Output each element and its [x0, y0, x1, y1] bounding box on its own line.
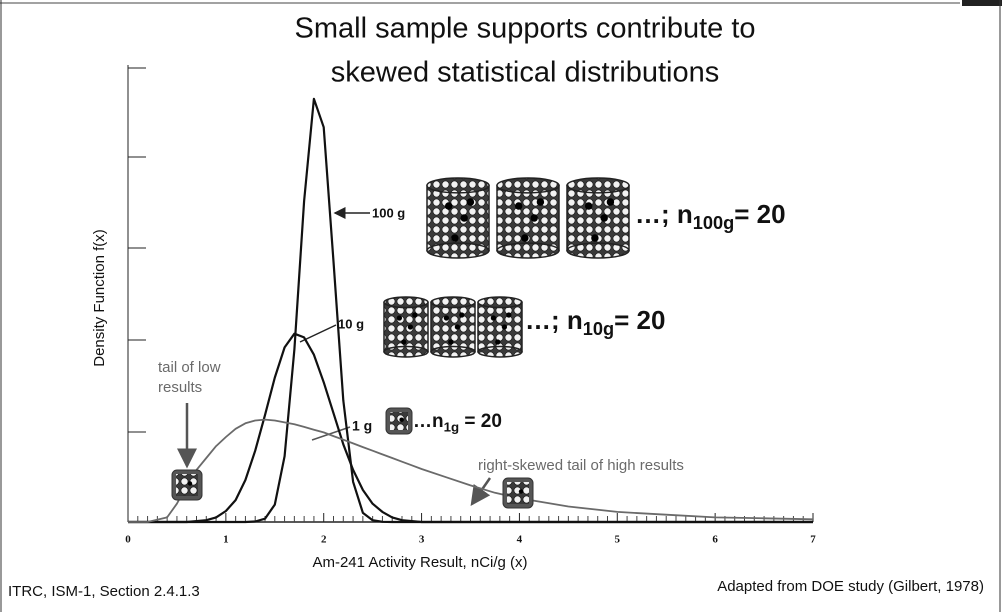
- cylinder-body: [496, 184, 560, 252]
- curve-label: 1 g: [352, 418, 372, 434]
- x-tick-label: 6: [712, 534, 718, 546]
- cylinder-body: [430, 301, 476, 353]
- contaminant-particle: [444, 202, 453, 210]
- cylinder-bottom: [383, 345, 429, 358]
- annotation: right-skewed tail of high results: [478, 457, 684, 474]
- contaminant-particle: [584, 202, 593, 210]
- label-text: …; n: [525, 305, 583, 335]
- contaminant-particle: [521, 234, 529, 242]
- top-block: [962, 0, 1002, 6]
- contaminant-particle: [518, 489, 524, 494]
- label-text: = 20: [614, 305, 665, 335]
- title: skewed statistical distributions: [331, 57, 719, 89]
- contaminant-particle: [399, 417, 404, 422]
- chip-inner: [390, 412, 408, 430]
- cylinder-top: [426, 177, 490, 194]
- sample-cylinder: [426, 177, 490, 259]
- contaminant-particle: [407, 324, 414, 330]
- contaminant-particle: [454, 324, 461, 330]
- chip-inner: [176, 474, 198, 496]
- cylinder-body: [477, 301, 523, 353]
- contaminant-particle: [460, 214, 468, 222]
- sample-cylinder: [496, 177, 560, 259]
- label-subscript: 1g: [444, 419, 460, 434]
- contaminant-particle: [187, 481, 193, 486]
- label-subscript: 10g: [583, 319, 614, 339]
- label-text: …n: [413, 411, 444, 432]
- footer-right: Adapted from DOE study (Gilbert, 1978): [717, 578, 984, 595]
- cylinder-top: [383, 296, 429, 309]
- contaminant-particle: [448, 339, 454, 345]
- x-tick-label: 3: [419, 534, 425, 546]
- contaminant-particle: [490, 315, 497, 321]
- annotation: tail of low: [158, 359, 221, 376]
- x-tick-label: 5: [615, 534, 621, 546]
- sample-chip: [385, 407, 413, 435]
- footer-left: ITRC, ISM-1, Section 2.4.1.3: [8, 583, 200, 600]
- sample-count-label: …; n100g= 20: [635, 199, 786, 233]
- sample-cylinder: [566, 177, 630, 259]
- sample-count-label: …n1g = 20: [413, 411, 502, 434]
- title: Small sample supports contribute to: [295, 13, 756, 45]
- cylinder-top: [566, 177, 630, 194]
- label-subscript: 100g: [693, 213, 734, 233]
- cylinder-body: [383, 301, 429, 353]
- contaminant-particle: [451, 234, 459, 242]
- label-text: = 20: [734, 199, 785, 229]
- label-line: [311, 426, 351, 441]
- sample-chip: [171, 469, 203, 501]
- cylinder-top: [496, 177, 560, 194]
- cylinder-top: [430, 296, 476, 309]
- contaminant-particle: [495, 339, 501, 345]
- contaminant-particle: [506, 312, 512, 318]
- contaminant-particle: [401, 339, 407, 345]
- contaminant-particle: [501, 324, 508, 330]
- contaminant-particle: [591, 234, 599, 242]
- cylinder-top: [477, 296, 523, 309]
- tail-arrow: [470, 477, 492, 507]
- y-axis-label: Density Function f(x): [91, 229, 108, 367]
- x-tick-label: 2: [321, 534, 327, 546]
- x-tick-label: 1: [223, 534, 229, 546]
- cylinder-bottom: [496, 242, 560, 259]
- density-curve: [128, 332, 813, 524]
- sample-count-label: …; n10g= 20: [525, 305, 665, 339]
- curve-label: 10 g: [338, 316, 364, 331]
- curve-label: 100 g: [372, 205, 405, 220]
- sample-cylinder: [383, 296, 429, 358]
- contaminant-particle: [459, 312, 465, 318]
- contaminant-particle: [412, 312, 418, 318]
- sample-chip: [502, 477, 534, 509]
- x-tick-label: 7: [810, 534, 816, 546]
- x-tick-label: 4: [517, 534, 523, 546]
- contaminant-particle: [396, 315, 403, 321]
- sample-cylinder: [430, 296, 476, 358]
- cylinder-bottom: [566, 242, 630, 259]
- contaminant-particle: [536, 198, 545, 206]
- cylinder-bottom: [430, 345, 476, 358]
- label-text: = 20: [459, 411, 502, 432]
- label-text: …; n: [635, 199, 693, 229]
- contaminant-particle: [600, 214, 608, 222]
- contaminant-particle: [466, 198, 475, 206]
- contaminant-particle: [443, 315, 450, 321]
- x-axis-label: Am-241 Activity Result, nCi/g (x): [312, 554, 527, 571]
- cylinder-bottom: [426, 242, 490, 259]
- contaminant-particle: [606, 198, 615, 206]
- cylinder-body: [566, 184, 630, 252]
- sample-cylinder: [477, 296, 523, 358]
- chip-inner: [507, 482, 529, 504]
- cylinder-bottom: [477, 345, 523, 358]
- cylinder-body: [426, 184, 490, 252]
- annotation: results: [158, 379, 202, 396]
- y-axis-ticks: [127, 65, 146, 522]
- contaminant-particle: [514, 202, 523, 210]
- contaminant-particle: [530, 214, 538, 222]
- x-tick-label: 0: [125, 534, 131, 546]
